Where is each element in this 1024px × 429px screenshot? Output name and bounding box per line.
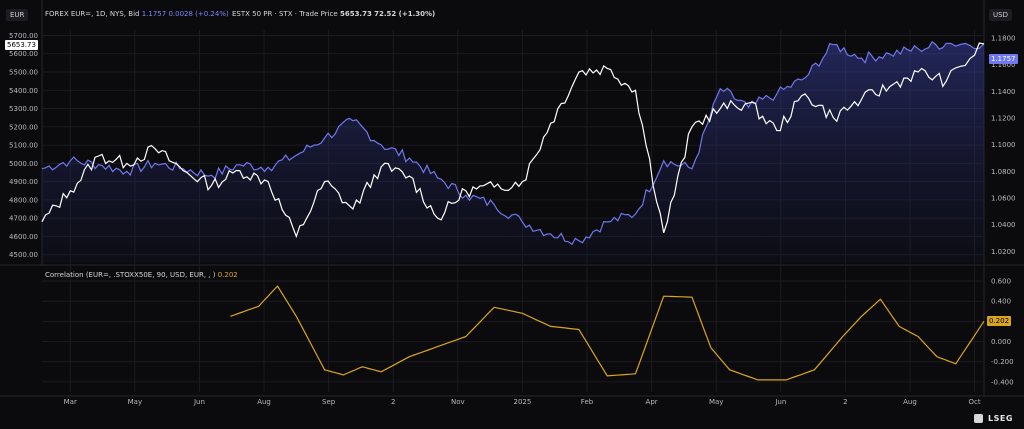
x-tick-label: Jun [774, 398, 786, 406]
forex-legend[interactable]: FOREX EUR=, 1D, NYS, Bid 1.1757 0.0028 (… [45, 10, 229, 18]
correlation-value: 0.202 [217, 271, 238, 279]
x-tick-label: Oct [969, 398, 981, 406]
x-tick-label: Jun [193, 398, 205, 406]
right-y-tick-label: 1.0800 [991, 168, 1016, 176]
eurusd-line [41, 40, 985, 246]
eur-price-tag: 1.1757 [989, 54, 1018, 64]
main-plot [41, 40, 985, 262]
index-change: 72.52 (+1.30%) [374, 10, 436, 18]
left-y-tick-label: 4700.00 [9, 215, 38, 223]
x-tick-label: Sep [322, 398, 336, 406]
x-tick-label: Mar [64, 398, 77, 406]
left-y-tick-label: 5600.00 [9, 50, 38, 58]
left-y-tick-label: 5300.00 [9, 105, 38, 113]
x-tick-label: Nov [451, 398, 465, 406]
axes: Mar May Jun Aug Sep 2 Nov 2025 Feb Apr May Jun 2 Aug O… [9, 32, 1015, 406]
footer-bar: LSEG [0, 409, 1024, 429]
left-y-tick-label: 5100.00 [9, 142, 38, 150]
left-y-tick-label: 4800.00 [9, 196, 38, 204]
right-y-tick-label: 1.1800 [991, 35, 1016, 43]
correlation-value-tag: 0.202 [987, 316, 1012, 326]
left-y-tick-label: 4500.00 [9, 251, 38, 259]
lseg-logo-icon [974, 414, 983, 423]
forex-change: 0.0028 (+0.24%) [168, 10, 229, 18]
right-y-tick-label: 1.1000 [991, 141, 1016, 149]
right-y-tick-label: 1.0400 [991, 221, 1016, 229]
correlation-label: Correlation (EUR=, .STOXX50E, 90, USD, E… [45, 271, 216, 279]
right-y-tick-label: 1.0600 [991, 195, 1016, 203]
forex-label: FOREX EUR=, 1D, NYS, Bid [45, 10, 140, 18]
correlation-legend[interactable]: Correlation (EUR=, .STOXX50E, 90, USD, E… [45, 271, 238, 279]
index-legend[interactable]: ESTX 50 PR · STX · Trade Price 5653.73 7… [232, 10, 435, 18]
right-y-tick-label: 1.1200 [991, 115, 1016, 123]
correlation-plot [230, 285, 985, 381]
left-y-tick-label: 5000.00 [9, 160, 38, 168]
x-tick-label: Aug [903, 398, 917, 406]
left-y-tick-label: 5400.00 [9, 87, 38, 95]
right-y-tick-label: 1.0200 [991, 248, 1016, 256]
right-currency-selector[interactable]: USD [989, 9, 1012, 21]
x-tick-label: 2 [391, 398, 395, 406]
corr-y-tick-label: 0.000 [991, 338, 1011, 346]
right-y-tick-label: 1.1600 [991, 61, 1016, 69]
x-tick-label: Feb [581, 398, 594, 406]
x-tick-label: Apr [646, 398, 658, 406]
index-price-tag: 5653.73 [5, 40, 38, 50]
left-y-tick-label: 4900.00 [9, 178, 38, 186]
stoxx-line [41, 42, 985, 239]
right-y-tick-label: 1.1400 [991, 88, 1016, 96]
correlation-line [230, 285, 985, 381]
x-tick-label: 2025 [514, 398, 532, 406]
left-y-tick-label: 5700.00 [9, 32, 38, 40]
corr-y-tick-label: 0.400 [991, 298, 1011, 306]
left-currency-selector[interactable]: EUR [6, 9, 29, 21]
left-y-tick-label: 5200.00 [9, 123, 38, 131]
left-y-tick-label: 5500.00 [9, 69, 38, 77]
index-price: 5653.73 [339, 10, 372, 18]
index-label: ESTX 50 PR · STX · Trade Price [232, 10, 338, 18]
corr-y-tick-label: -0.400 [991, 378, 1014, 386]
corr-y-tick-label: -0.200 [991, 358, 1014, 366]
x-tick-label: 2 [843, 398, 847, 406]
left-y-tick-label: 4600.00 [9, 233, 38, 241]
x-tick-label: May [128, 398, 142, 406]
x-tick-label: Aug [257, 398, 271, 406]
brand-label: LSEG [988, 414, 1013, 423]
forex-price: 1.1757 [141, 10, 167, 18]
x-tick-label: May [709, 398, 723, 406]
corr-y-tick-label: 0.600 [991, 278, 1011, 286]
eurusd-area [42, 41, 984, 262]
